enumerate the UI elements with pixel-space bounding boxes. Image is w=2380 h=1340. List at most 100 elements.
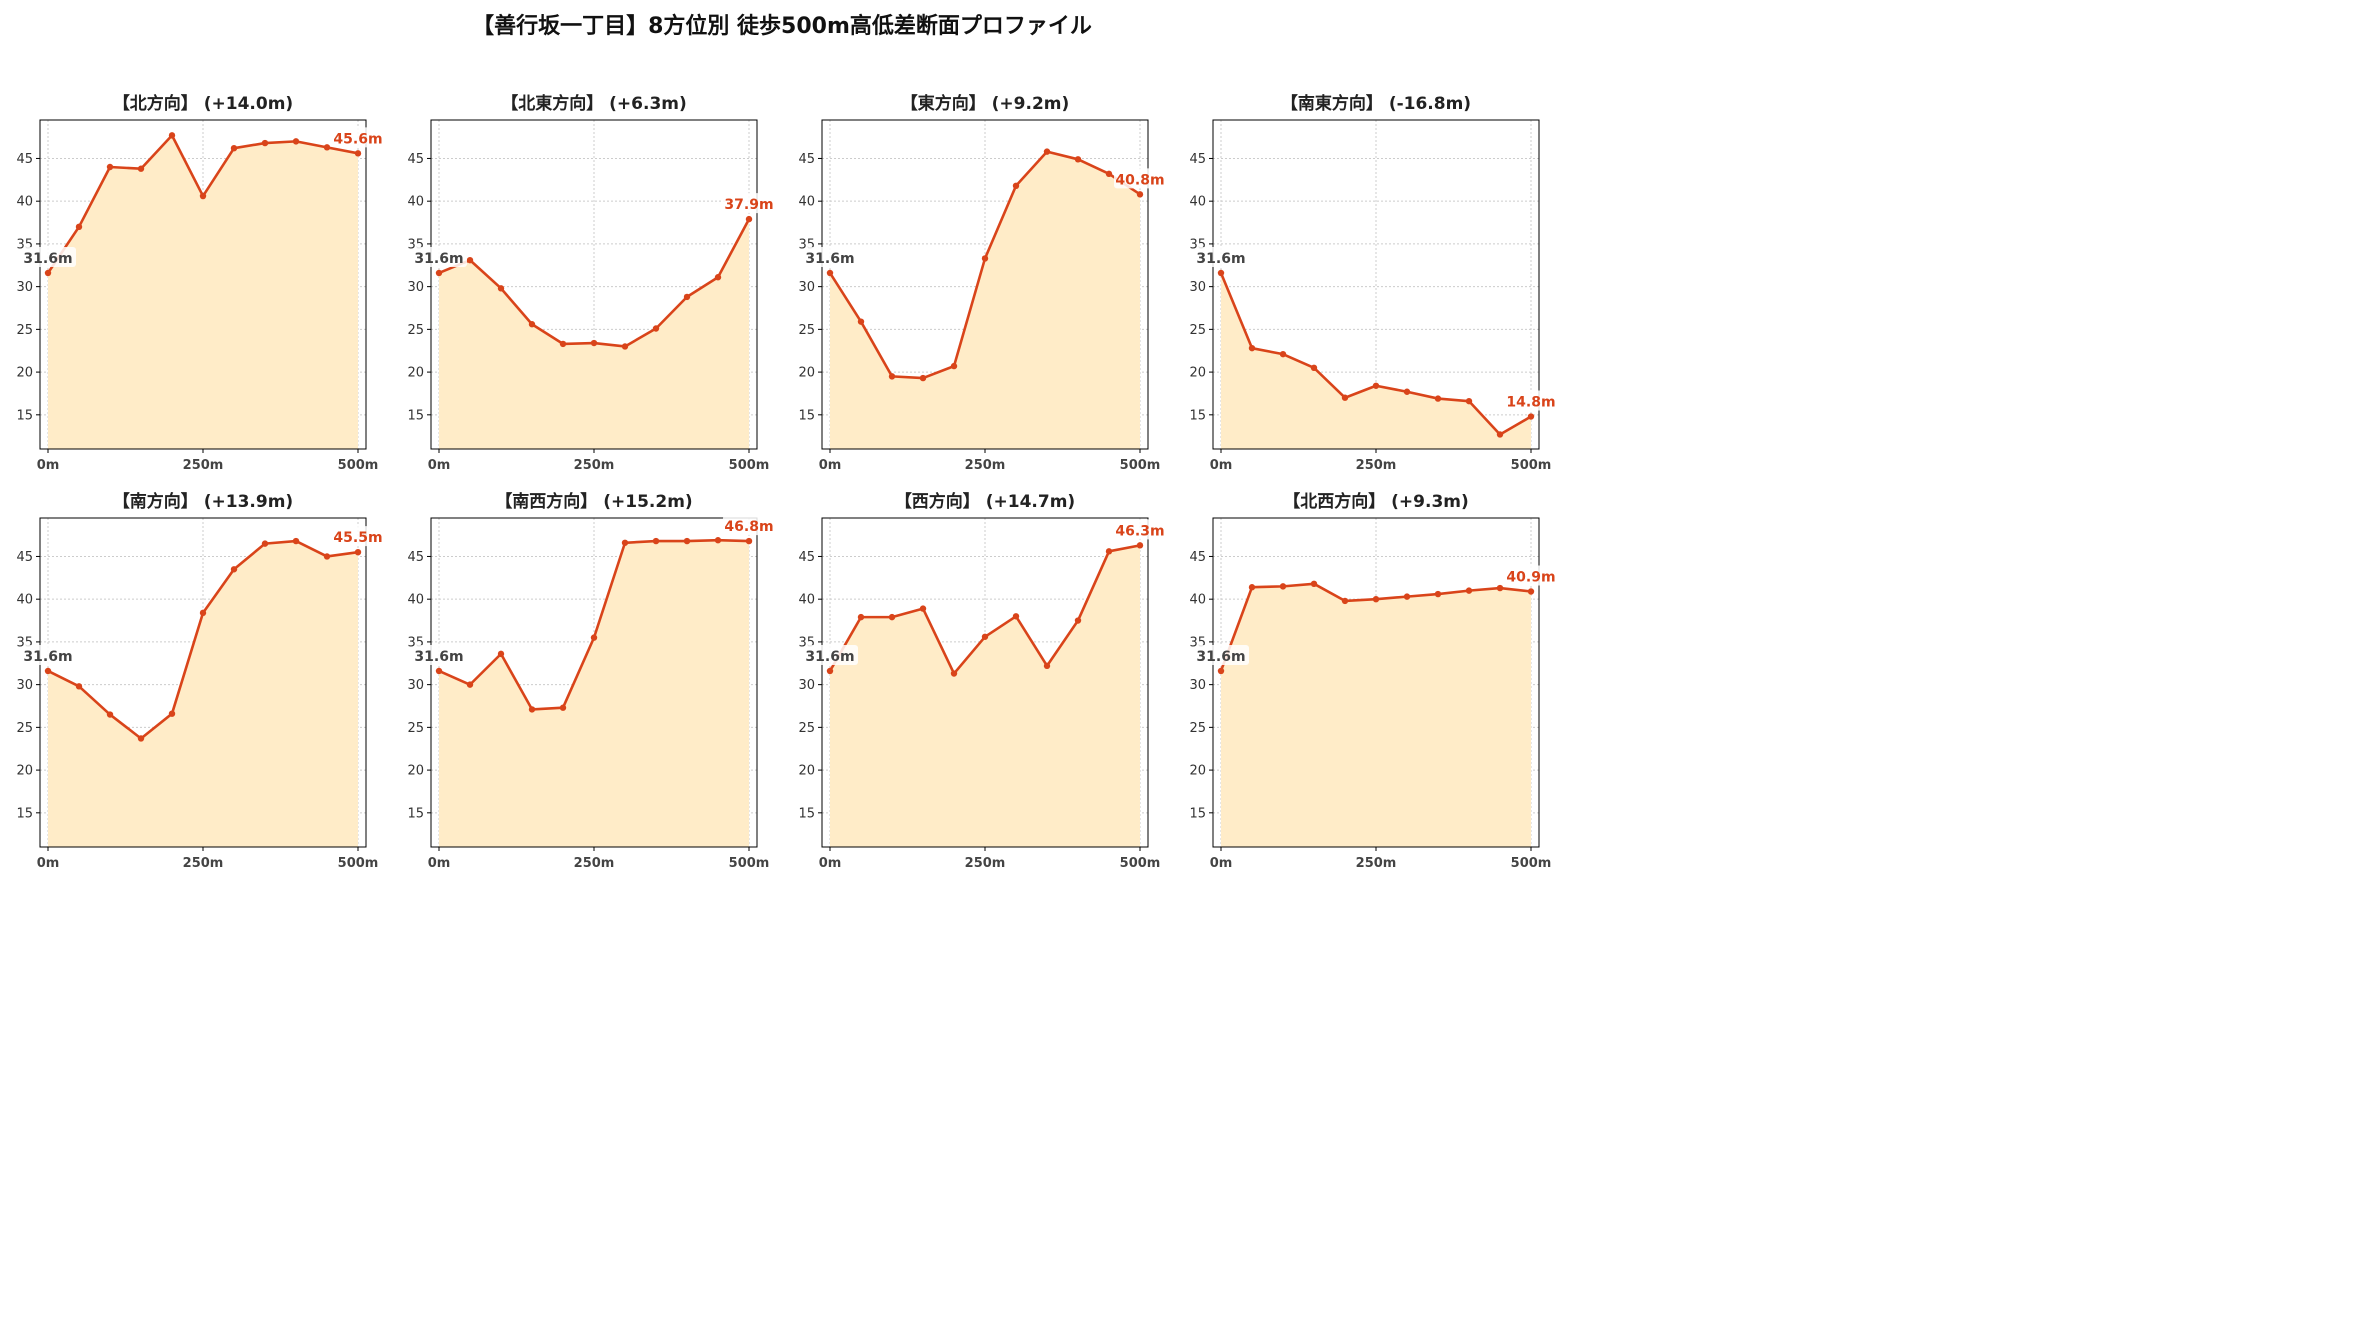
end-label-bg [1505, 390, 1559, 411]
y-tick-label: 20 [407, 366, 424, 381]
data-point [435, 269, 443, 277]
data-point [230, 145, 238, 152]
data-point [1527, 413, 1535, 420]
data-point [826, 667, 834, 675]
data-point [354, 150, 362, 157]
y-tick-label: 30 [798, 678, 815, 693]
data-point [106, 163, 114, 171]
data-point [1403, 388, 1411, 395]
start-elevation-label: 31.6m [23, 251, 72, 267]
data-point [888, 373, 896, 380]
data-point [950, 362, 958, 370]
data-point [199, 609, 207, 617]
y-tick-label: 45 [407, 550, 424, 565]
end-elevation-label: 45.5m [333, 530, 382, 546]
data-point [1434, 395, 1442, 402]
data-point [261, 540, 269, 547]
start-label-bg [804, 246, 858, 267]
data-point [826, 269, 834, 277]
data-point [292, 138, 300, 145]
y-tick-label: 20 [798, 366, 815, 381]
x-tick-label: 500m [338, 458, 379, 473]
x-tick-label: 500m [1511, 856, 1552, 871]
data-point [857, 613, 865, 621]
y-tick-label: 25 [16, 721, 33, 736]
y-tick-label: 45 [1189, 152, 1206, 167]
elevation-area [1221, 583, 1531, 847]
x-tick-label: 0m [37, 458, 60, 473]
subplot-title: 【北方向】 (+14.0m) [113, 93, 293, 114]
y-tick-label: 40 [407, 195, 424, 210]
data-point [981, 255, 989, 262]
data-point [652, 537, 660, 545]
x-tick-label: 500m [1120, 856, 1161, 871]
x-tick-label: 0m [1210, 458, 1233, 473]
data-point [497, 650, 505, 658]
y-tick-label: 40 [798, 593, 815, 608]
end-elevation-label: 45.6m [333, 131, 382, 147]
end-label-bg [332, 127, 386, 148]
subplot-title: 【南方向】 (+13.9m) [113, 491, 293, 512]
x-tick-label: 0m [37, 856, 60, 871]
y-tick-label: 15 [1189, 806, 1206, 821]
y-tick-label: 25 [16, 323, 33, 338]
data-point [745, 215, 753, 223]
data-point [137, 165, 145, 172]
data-point [1403, 593, 1411, 600]
y-tick-label: 25 [407, 721, 424, 736]
data-point [1310, 364, 1318, 372]
elevation-area [439, 540, 749, 847]
x-tick-label: 250m [183, 458, 224, 473]
x-tick-label: 500m [1120, 458, 1161, 473]
data-point [323, 553, 331, 560]
data-point [1434, 590, 1442, 598]
x-tick-label: 250m [1356, 856, 1397, 871]
data-point [1465, 587, 1473, 594]
x-tick-label: 500m [338, 856, 379, 871]
data-point [261, 139, 269, 147]
y-tick-label: 30 [1189, 678, 1206, 693]
x-tick-label: 0m [819, 458, 842, 473]
y-tick-label: 40 [798, 195, 815, 210]
data-point [466, 256, 474, 264]
y-tick-label: 25 [798, 323, 815, 338]
data-point [292, 537, 300, 545]
end-label-bg [723, 515, 777, 536]
y-tick-label: 15 [407, 408, 424, 423]
y-tick-label: 15 [798, 806, 815, 821]
data-point [590, 339, 598, 347]
data-point [1372, 382, 1380, 389]
data-point [1279, 583, 1287, 590]
x-tick-label: 500m [729, 856, 770, 871]
y-tick-label: 30 [1189, 280, 1206, 295]
y-tick-label: 20 [1189, 764, 1206, 779]
data-point [683, 293, 691, 301]
y-tick-label: 45 [1189, 550, 1206, 565]
x-tick-label: 500m [729, 458, 770, 473]
y-tick-label: 15 [407, 806, 424, 821]
start-label-bg [1195, 644, 1249, 665]
y-tick-label: 20 [1189, 366, 1206, 381]
end-elevation-label: 46.8m [724, 519, 773, 535]
start-label-bg [413, 644, 467, 665]
x-tick-label: 500m [1511, 458, 1552, 473]
data-point [621, 343, 629, 350]
end-elevation-label: 14.8m [1506, 395, 1555, 411]
data-point [497, 285, 505, 292]
data-point [1217, 269, 1225, 277]
start-label-bg [804, 644, 858, 665]
data-point [1217, 667, 1225, 675]
data-point [1136, 542, 1144, 549]
x-tick-label: 250m [1356, 458, 1397, 473]
x-tick-label: 0m [428, 458, 451, 473]
end-label-bg [1114, 168, 1168, 189]
y-tick-label: 40 [1189, 195, 1206, 210]
data-point [1527, 588, 1535, 595]
data-point [652, 325, 660, 332]
data-point [44, 269, 52, 277]
start-elevation-label: 31.6m [1196, 649, 1245, 665]
